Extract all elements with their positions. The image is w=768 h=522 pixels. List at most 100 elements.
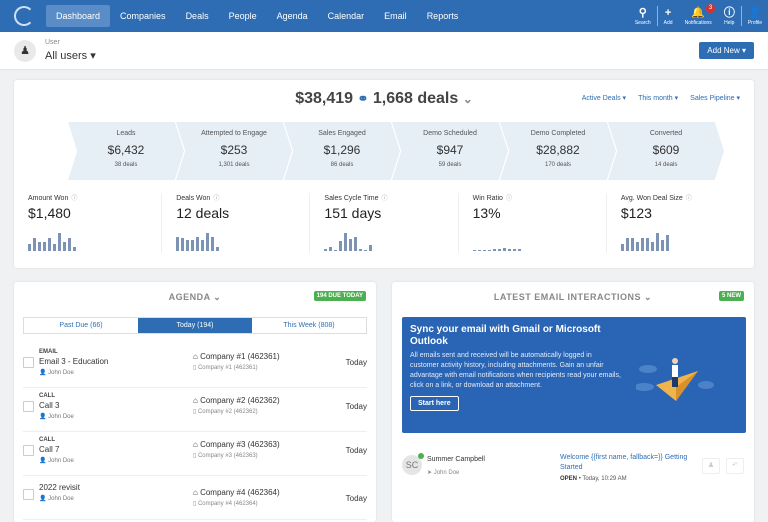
sparkline-bar: [216, 247, 220, 251]
building-icon: ▯: [193, 453, 198, 459]
activity-type: CALL: [39, 393, 55, 399]
due-date: Today: [345, 494, 367, 503]
nav-profile-button[interactable]: 👤 Profile: [742, 7, 768, 26]
sparkline-bar: [38, 242, 41, 251]
nav-dashboard[interactable]: Dashboard: [46, 5, 111, 27]
nav-companies[interactable]: Companies: [120, 11, 166, 21]
tab-this-week-808[interactable]: This Week (808): [283, 322, 335, 329]
filter-active-deals[interactable]: Active Deals ▾: [581, 95, 627, 102]
briefcase-icon: ⌂: [193, 488, 201, 497]
nav-deals[interactable]: Deals: [185, 11, 209, 21]
person-icon: 👤: [39, 458, 49, 464]
tab-past-due-66[interactable]: Past Due (66): [59, 322, 103, 329]
metric-label: Avg. Won Deal Size: [620, 195, 683, 202]
add-new-button[interactable]: Add New ▾: [699, 42, 754, 59]
pipeline-total[interactable]: $38,419 ⚭ 1,668 deals ⌄: [14, 90, 754, 108]
assign-contact-button[interactable]: ♟: [702, 458, 720, 474]
company-link[interactable]: ⌂ Company #4 (462364): [193, 488, 280, 497]
sparkline-bar: [507, 248, 511, 251]
company-name: Company #4 (462364): [200, 488, 280, 497]
company-sub: ▯ Company #1 (462361): [193, 364, 258, 371]
sparkline-bar: [502, 248, 506, 251]
nav-notifications-button[interactable]: 🔔 3 Notifications: [679, 3, 718, 26]
sparkline: [620, 229, 669, 251]
company-link[interactable]: ⌂ Company #2 (462362): [193, 396, 280, 405]
company-link[interactable]: ⌂ Company #1 (462361): [193, 352, 280, 361]
company-link[interactable]: ⌂ Company #3 (462363): [193, 440, 280, 449]
nav-email[interactable]: Email: [384, 11, 407, 21]
activity-title[interactable]: Call 7: [39, 445, 60, 454]
row-checkbox[interactable]: [23, 489, 34, 500]
user-icon: 👤: [748, 6, 762, 19]
agenda-title[interactable]: AGENDA ⌄: [168, 292, 222, 302]
metric-amount-won: Amount Won ⓘ $1,480: [14, 193, 163, 253]
nav-items: Dashboard Companies Deals People Agenda Calen…: [46, 5, 468, 27]
nav-icon-wrap: +: [665, 7, 671, 20]
contact-name[interactable]: Summer Campbell: [427, 456, 485, 463]
sparkline-bar: [191, 240, 195, 251]
user-bar: ♟ User All users ▾ Add New ▾: [0, 32, 768, 70]
funnel-stage-sales-engaged[interactable]: Sales Engaged $1,296 86 deals: [284, 122, 400, 180]
app-logo[interactable]: [14, 6, 34, 26]
sparkline-bar: [324, 249, 328, 251]
nav-agenda[interactable]: Agenda: [276, 11, 308, 21]
sparkline-bar: [349, 239, 353, 251]
activity-title[interactable]: Call 3: [39, 401, 60, 410]
sparkline: [472, 229, 521, 251]
funnel-stage-attempted-to-engage[interactable]: Attempted to Engage $253 1,301 deals: [176, 122, 292, 180]
metric-value: 12 deals: [176, 205, 230, 221]
info-icon[interactable]: ⓘ: [685, 196, 692, 202]
row-checkbox[interactable]: [23, 445, 34, 456]
nav-search-button[interactable]: ⚲ Search: [629, 7, 657, 26]
info-icon[interactable]: ⓘ: [505, 196, 512, 202]
funnel-stage-demo-scheduled[interactable]: Demo Scheduled $947 59 deals: [392, 122, 508, 180]
stage-deals: 170 deals: [544, 162, 572, 168]
nav-reports[interactable]: Reports: [426, 11, 459, 21]
sparkline-bar: [334, 250, 338, 251]
user-select[interactable]: All users ▾: [45, 50, 96, 62]
nav-add-button[interactable]: + Add: [658, 7, 679, 26]
agenda-row[interactable]: CALL Call 3 👤 John Doe ⌂ Company #2 (462362…: [23, 388, 367, 432]
sparkline-bar: [344, 233, 348, 251]
tab-today-194[interactable]: Today (194): [138, 318, 252, 333]
agenda-row[interactable]: CALL Call 7 👤 John Doe ⌂ Company #3 (462363…: [23, 432, 367, 476]
info-icon[interactable]: ⓘ: [71, 196, 78, 202]
filter-sales-pipeline[interactable]: Sales Pipeline ▾: [690, 95, 740, 102]
stage-value: $1,296: [323, 143, 361, 157]
row-checkbox[interactable]: [23, 401, 34, 412]
email-subject-link[interactable]: Welcome {{first name, fallback=}} Gettin…: [560, 454, 688, 471]
metric-deals-won: Deals Won ⓘ 12 deals: [162, 193, 311, 253]
company-sub-name: Company #1 (462361): [197, 365, 258, 371]
info-icon[interactable]: ⓘ: [381, 196, 388, 202]
agenda-row[interactable]: 2022 revisit 👤 John Doe ⌂ Company #4 (4623…: [23, 476, 367, 520]
activity-owner: 👤 John Doe: [39, 457, 74, 464]
nav-calendar[interactable]: Calendar: [327, 11, 365, 21]
nav-icon-wrap: 🔔 3: [691, 3, 716, 20]
funnel-stage-converted[interactable]: Converted $609 14 deals: [608, 122, 724, 180]
reply-button[interactable]: ↶: [726, 458, 744, 474]
funnel-stage-leads[interactable]: Leads $6,432 38 deals: [68, 122, 184, 180]
metric-sales-cycle-time: Sales Cycle Time ⓘ 151 days: [310, 193, 459, 253]
info-icon: ⓘ: [723, 6, 735, 19]
sparkline-bar: [181, 238, 185, 251]
nav-people[interactable]: People: [228, 11, 257, 21]
nav-label: Profile: [747, 19, 762, 26]
row-checkbox[interactable]: [23, 357, 34, 368]
agenda-row[interactable]: EMAIL Email 3 - Education 👤 John Doe ⌂ Comp…: [23, 344, 367, 388]
nav-divider: [740, 6, 742, 26]
nav-label: Notifications: [684, 19, 712, 26]
sparkline-bar: [329, 247, 333, 251]
email-title[interactable]: LATEST EMAIL INTERACTIONS ⌄: [493, 292, 653, 302]
stage-name: Converted: [649, 130, 683, 137]
chevron-down-icon[interactable]: ⌄: [462, 92, 473, 106]
info-icon[interactable]: ⓘ: [213, 196, 220, 202]
filter-this-month[interactable]: This month ▾: [638, 95, 679, 102]
funnel-stage-demo-completed[interactable]: Demo Completed $28,882 170 deals: [500, 122, 616, 180]
activity-title[interactable]: 2022 revisit: [39, 483, 80, 492]
pipeline-panel: $38,419 ⚭ 1,668 deals ⌄ Active Deals ▾ Th…: [14, 80, 754, 268]
start-here-button[interactable]: Start here: [410, 396, 459, 411]
sync-body: All emails sent and received will be aut…: [410, 352, 621, 389]
activity-title[interactable]: Email 3 - Education: [39, 357, 109, 366]
nav-help-button[interactable]: ⓘ Help: [718, 7, 741, 26]
sparkline-bar: [201, 240, 205, 251]
